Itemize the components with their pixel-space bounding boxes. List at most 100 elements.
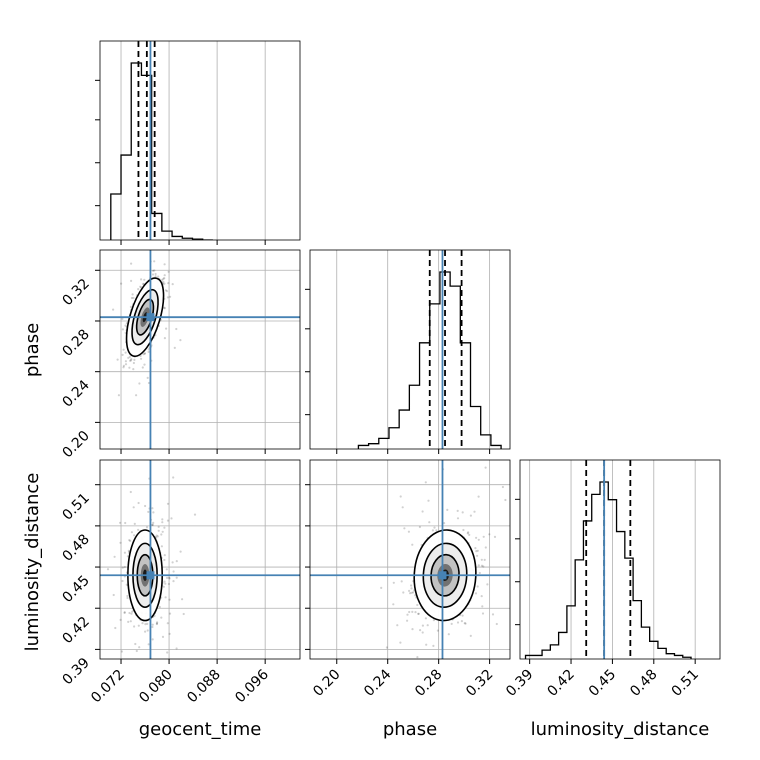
sample-point bbox=[407, 530, 410, 533]
sample-point bbox=[428, 521, 431, 524]
sample-point bbox=[460, 620, 463, 623]
sample-point bbox=[469, 634, 472, 638]
sample-point bbox=[153, 260, 156, 263]
x-tick-label: 0.45 bbox=[586, 667, 619, 700]
sample-point bbox=[461, 511, 464, 514]
sample-point bbox=[124, 324, 127, 327]
sample-point bbox=[126, 596, 129, 600]
sample-point bbox=[126, 555, 129, 558]
sample-point bbox=[163, 558, 166, 562]
sample-point bbox=[129, 305, 132, 308]
sample-point bbox=[408, 610, 411, 614]
sample-point bbox=[462, 528, 465, 532]
sample-point bbox=[152, 521, 155, 525]
sample-point bbox=[125, 583, 128, 586]
panel-frame bbox=[99, 249, 301, 450]
sample-point bbox=[124, 351, 127, 354]
sample-point bbox=[482, 565, 485, 568]
sample-point bbox=[143, 278, 146, 281]
sample-point bbox=[424, 617, 427, 620]
sample-point bbox=[121, 566, 124, 569]
sample-point bbox=[119, 521, 122, 524]
sample-point bbox=[127, 620, 130, 624]
sample-point bbox=[175, 327, 178, 331]
sample-point bbox=[106, 568, 110, 571]
sample-point bbox=[154, 272, 157, 276]
sample-point bbox=[147, 350, 150, 353]
sample-point bbox=[132, 361, 135, 365]
sample-point bbox=[155, 534, 158, 537]
sample-point bbox=[162, 280, 165, 283]
sample-point bbox=[166, 296, 169, 299]
sample-point bbox=[132, 368, 135, 371]
sample-point bbox=[113, 555, 116, 558]
sample-point bbox=[161, 518, 164, 521]
sample-point bbox=[142, 282, 145, 285]
sample-point bbox=[137, 501, 140, 505]
sample-point bbox=[421, 624, 424, 627]
sample-point bbox=[163, 282, 166, 285]
sample-point bbox=[480, 595, 483, 598]
sample-point bbox=[469, 514, 472, 517]
sample-point bbox=[477, 538, 480, 541]
sample-point bbox=[133, 522, 136, 526]
sample-point bbox=[143, 363, 146, 366]
sample-point bbox=[435, 529, 438, 532]
sample-point bbox=[129, 490, 132, 494]
sample-point bbox=[410, 591, 413, 594]
sample-point bbox=[477, 495, 480, 498]
sample-point bbox=[130, 666, 132, 668]
sample-point bbox=[417, 612, 420, 615]
sample-point bbox=[466, 532, 469, 535]
sample-point bbox=[140, 221, 142, 223]
sample-point bbox=[454, 667, 456, 669]
sample-point bbox=[171, 224, 173, 226]
sample-point bbox=[163, 580, 166, 583]
sample-point bbox=[147, 510, 150, 513]
sample-point bbox=[408, 589, 411, 593]
sample-point bbox=[164, 289, 167, 292]
sample-point bbox=[477, 564, 480, 567]
sample-point bbox=[128, 355, 131, 358]
sample-point bbox=[175, 647, 178, 650]
sample-point bbox=[443, 522, 446, 525]
sample-point bbox=[147, 643, 150, 646]
sample-point bbox=[410, 584, 413, 587]
sample-point bbox=[130, 358, 133, 361]
xlabel-geocent-time: geocent_time bbox=[139, 719, 262, 740]
sample-point bbox=[161, 521, 164, 524]
sample-point bbox=[156, 535, 159, 538]
sample-point bbox=[416, 656, 419, 659]
sample-point bbox=[143, 352, 147, 355]
sample-point bbox=[484, 546, 487, 549]
contour-line-1 bbox=[131, 288, 159, 346]
sample-point bbox=[160, 545, 163, 548]
sample-point bbox=[480, 564, 484, 567]
joint-panel-geocent-time-phase bbox=[100, 221, 300, 449]
truth-marker bbox=[146, 571, 155, 580]
sample-point bbox=[501, 485, 504, 489]
sample-point bbox=[450, 622, 453, 626]
sample-point bbox=[167, 282, 170, 285]
sample-point bbox=[124, 521, 127, 525]
sample-point bbox=[179, 550, 182, 553]
sample-point bbox=[171, 283, 174, 286]
sample-point bbox=[463, 622, 466, 625]
sample-point bbox=[181, 598, 184, 601]
sample-point bbox=[491, 613, 495, 616]
sample-point bbox=[137, 528, 140, 531]
sample-point bbox=[154, 275, 157, 278]
marginal-panel-geocent-time bbox=[110, 41, 266, 240]
sample-point bbox=[161, 278, 164, 281]
sample-point bbox=[151, 623, 154, 626]
sample-point bbox=[414, 611, 417, 614]
sample-point bbox=[157, 275, 160, 278]
joint-panel-geocent-time-luminosity-distance bbox=[100, 460, 300, 668]
x-tick-label: 0.39 bbox=[503, 667, 536, 700]
sample-point bbox=[481, 612, 485, 615]
sample-point bbox=[121, 328, 124, 331]
sample-point bbox=[123, 551, 126, 554]
sample-point bbox=[140, 357, 143, 360]
sample-point bbox=[131, 610, 134, 613]
sample-point bbox=[162, 585, 165, 588]
